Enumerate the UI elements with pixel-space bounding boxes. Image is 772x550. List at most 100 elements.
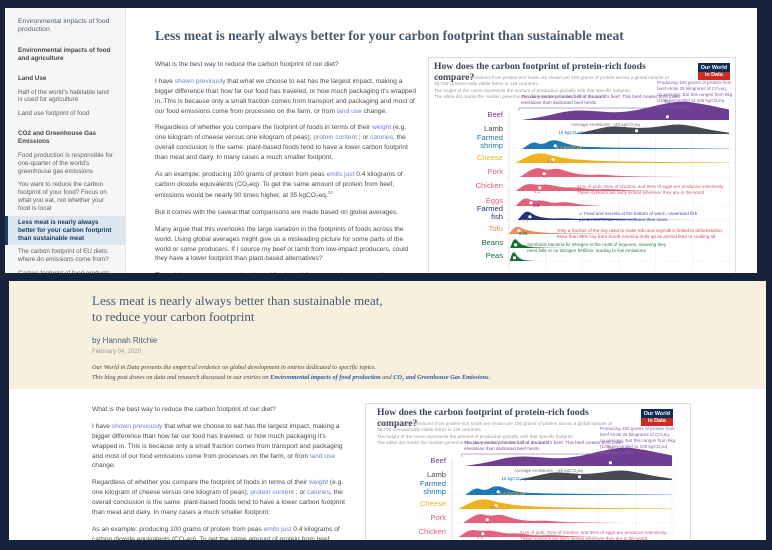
inline-link[interactable]: shown previously (111, 422, 163, 430)
chart-food-label: Peas (485, 251, 503, 260)
sidebar-item[interactable]: Land use footprint of food (18, 110, 90, 118)
post-title: Less meat is nearly always better than s… (92, 293, 383, 326)
chart-plot (450, 447, 676, 540)
text-segment: Regardless of whether you compare the fo… (92, 479, 309, 487)
inline-link[interactable]: weight (371, 124, 392, 132)
text-segment: 0.4 kilograms of carbon dioxide equivale… (155, 171, 403, 199)
inline-link[interactable]: weight (308, 479, 329, 487)
byline: by Hannah Ritchie (92, 336, 158, 345)
paragraph: I have shown previously that what we cho… (155, 77, 417, 117)
sidebar-section-header[interactable]: CO2 and Greenhouse Gas Emissions (18, 130, 97, 145)
text-segment: . (488, 373, 491, 381)
paragraph: I have shown previously that what we cho… (92, 422, 350, 471)
paragraph: The evidence suggests, no: plant-based f… (155, 271, 417, 273)
chart-annotation-beef_range: Producing 100 grams of protein from beef… (600, 426, 676, 455)
chart-median-label: 5.7 (485, 520, 493, 525)
chart-median-label: 1.6 (521, 218, 529, 223)
page-title: Less meat is nearly always better for yo… (155, 28, 624, 44)
post-notes: Our World in Data presents the empirical… (92, 363, 652, 383)
chart-annotation-tofu: Only a fraction of the soy used to make … (557, 228, 724, 239)
footnote-ref[interactable]: 26 (327, 189, 333, 195)
inline-link[interactable]: land use (310, 452, 335, 460)
post-note-2: This blog post draws on data and researc… (92, 373, 652, 383)
inline-link[interactable]: shown previously (174, 77, 226, 85)
inline-link[interactable]: emits just (326, 171, 355, 179)
chart-median-label: 0.36 (517, 244, 527, 249)
article-page-bottom: Less meat is nearly always better than s… (9, 281, 766, 540)
sidebar-item[interactable]: Less meat is nearly always better for yo… (5, 215, 125, 246)
chart-food-label: Eggs (485, 196, 503, 205)
chart-food-label: Lamb (427, 470, 446, 479)
text-segment: we choose to eat has the largest impact,… (155, 77, 417, 115)
text-segment: (e.g. one kilogram of cheese versus one … (92, 479, 344, 497)
text-segment: ; or (356, 134, 371, 142)
chart-annotation-intensive: 61% of pork, 81% of chicken, and 86% of … (577, 184, 725, 195)
paragraph: What is the best way to reduce the carbo… (92, 405, 350, 415)
chart-median-label: 5.7 (542, 174, 550, 179)
chart-subtitle-line: The height of the curve represents the a… (377, 433, 574, 439)
chart-subtitle-line: The white dot marks the median greenhous… (434, 94, 605, 100)
sidebar-section-header[interactable]: Land Use (18, 74, 47, 82)
inline-link[interactable]: land use (336, 107, 362, 115)
inline-link[interactable]: Environmental impacts of food production (270, 373, 381, 381)
sidebar: Environmental impacts of food production… (5, 8, 126, 273)
chart-annotation-intensive: 61% of pork, 81% of chicken, and 86% of … (520, 530, 668, 540)
text-segment: what (240, 77, 254, 85)
text-segment: we choose to eat has the largest impact,… (92, 422, 343, 460)
text-segment: and (380, 373, 394, 381)
chart-subtitle: Greenhouse gas emissions from protein-ri… (377, 421, 627, 446)
text-segment: The evidence suggests, no: plant-based f… (155, 272, 409, 273)
text-segment: that (225, 77, 241, 85)
owid-logo-line1: Our World (700, 65, 727, 71)
chart-subtitle-line: The height of the curve represents the a… (434, 87, 631, 93)
chart-median-label: 25 (664, 99, 670, 104)
owid-logo-line1: Our World (643, 411, 670, 417)
chart-food-label: Cheese (419, 499, 446, 508)
paragraph: Many argue that this overlooks the large… (155, 225, 417, 265)
post-note-1: Our World in Data presents the empirical… (92, 364, 377, 371)
chart-annotation-dairy: The dairy sector provides half of the wo… (464, 440, 624, 451)
chart-subtitle-line: The white dot marks the median greenhous… (377, 440, 548, 446)
chart-title: How does the carbon footprint of protein… (377, 407, 589, 429)
sidebar-item[interactable]: The carbon footprint of EU diets: where … (18, 248, 109, 264)
chart-subtitle-line: Greenhouse gas emissions from protein-ri… (434, 75, 669, 87)
text-segment: (e.g. one kilogram of cheese versus one … (155, 124, 407, 142)
article-body: What is the best way to reduce the carbo… (155, 60, 417, 273)
sidebar-item[interactable]: Carbon footprint of food products (5, 267, 125, 273)
chart-median-label: 3.5 (532, 203, 540, 208)
site-header-strip (5, 4, 757, 8)
text-segment: , the overall conclusion is the same: pl… (155, 134, 408, 162)
chart-annotation-beef_range: Producing 100 grams of protein from beef… (657, 80, 733, 109)
paragraph: Regardless of whether you compare the fo… (92, 478, 350, 518)
inline-link[interactable]: CO₂ and Greenhouse Gas Emissions (393, 373, 489, 381)
chart-annotation-legumes: Symbiotic bacteria fix nitrogen in the r… (527, 242, 667, 253)
article-page-top: Environmental impacts of food production… (5, 4, 757, 273)
chart-food-label: Beans (481, 238, 503, 247)
chart-food-label: Pork (430, 513, 446, 522)
sidebar-item[interactable]: You want to reduce the carbon footprint … (18, 181, 107, 212)
text-segment: change. (92, 462, 116, 470)
sidebar-item[interactable]: Half of the world's habitable land is us… (18, 88, 109, 104)
text-segment: As an example: producing 100 grams of pr… (155, 171, 327, 179)
paragraph: As an example: producing 100 grams of pr… (92, 525, 350, 540)
chart-food-label: Beef (487, 110, 503, 119)
inline-link[interactable]: calories (307, 489, 330, 497)
article-body: What is the best way to reduce the carbo… (92, 405, 350, 540)
inline-link[interactable]: emits just (263, 525, 292, 533)
paragraph: What is the best way to reduce the carbo… (155, 60, 417, 70)
text-segment: What is the best way to reduce the carbo… (92, 406, 276, 413)
sidebar-item[interactable]: Food production is responsible for one-q… (18, 151, 113, 175)
chart-subtitle: Greenhouse gas emissions from protein-ri… (434, 75, 684, 100)
text-segment: This blog post draws on data and researc… (92, 373, 271, 381)
chart-median-label: 4.2 (534, 189, 541, 194)
inline-link[interactable]: protein content (313, 134, 357, 142)
chart-title: How does the carbon footprint of protein… (434, 61, 646, 83)
text-segment: that (162, 422, 178, 430)
text-segment: I have (92, 422, 112, 430)
inline-link[interactable]: calories (370, 134, 393, 142)
sidebar-item[interactable]: Environmental impacts of food and agricu… (18, 46, 111, 62)
chart-median-label: 0.65 (518, 231, 528, 236)
inline-link[interactable]: protein content (250, 489, 294, 497)
text-segment: But it comes with the caveat that compar… (155, 208, 399, 216)
